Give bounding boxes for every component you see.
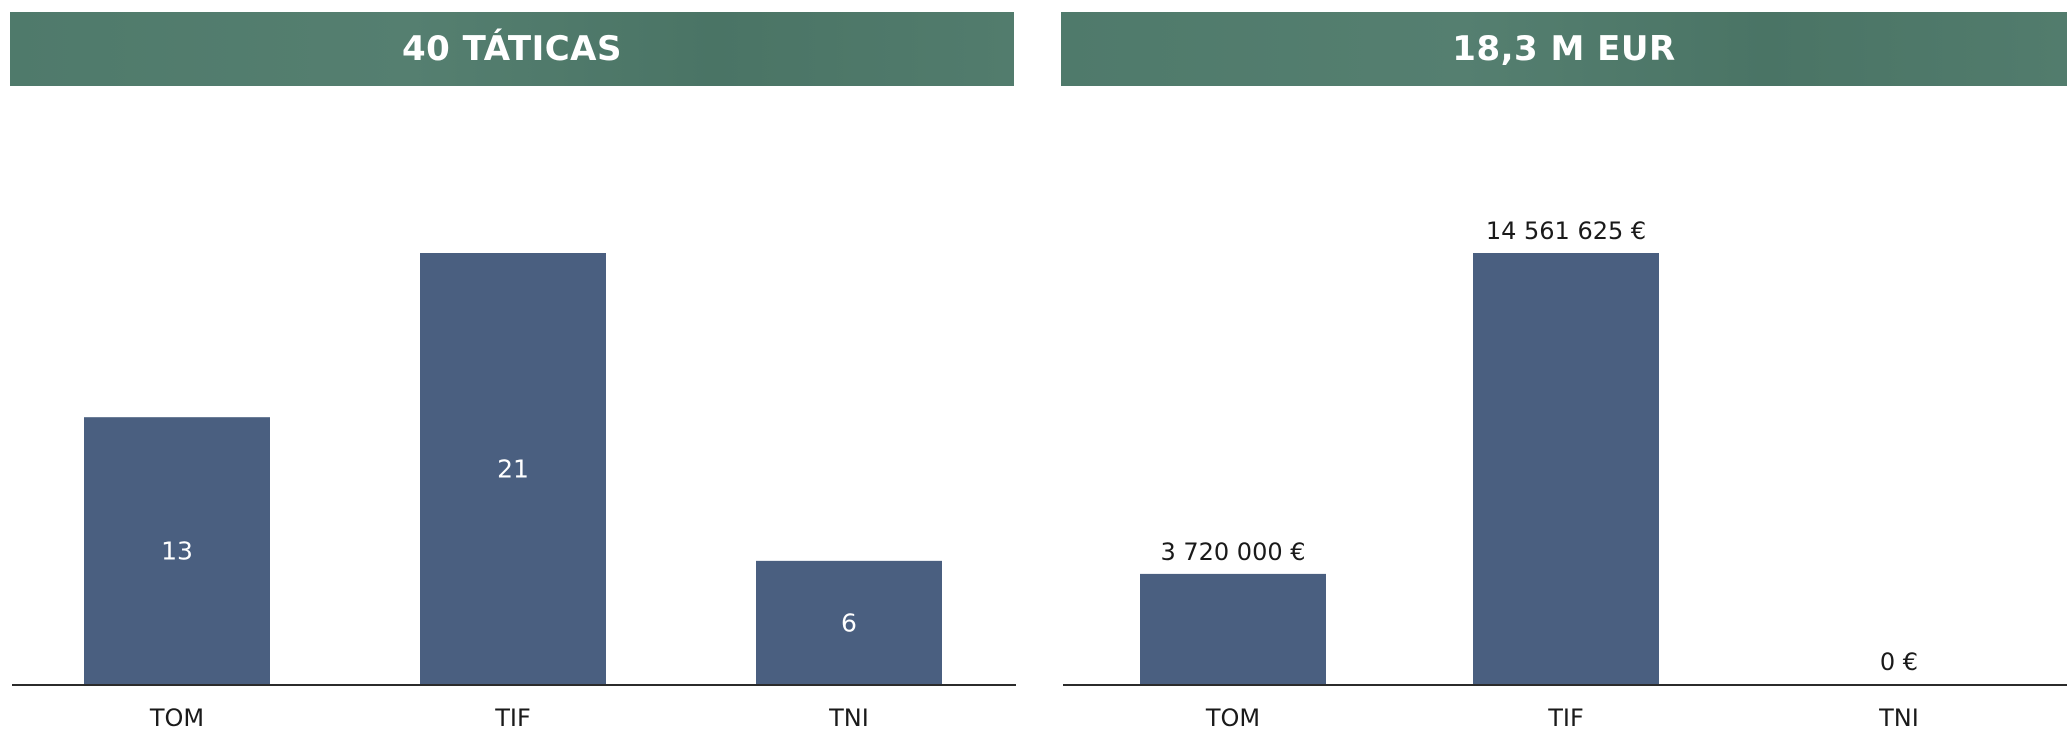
x-tick-label-tni: TNI [1878, 704, 1919, 732]
chart-panel-tacticas: 40 TÁTICAS 13 TOM 21 TIF 6 TNI [0, 0, 1020, 732]
bar-tif [1473, 253, 1659, 684]
data-label-tom: 3 720 000 € [1160, 538, 1305, 566]
chart-title: 18,3 M EUR [1452, 29, 1676, 69]
x-tick-label-tom: TOM [1205, 704, 1260, 732]
bar-tom [1140, 573, 1326, 684]
data-label-tif: 21 [497, 455, 529, 484]
bar-tom [84, 417, 270, 684]
data-label-tif: 14 561 625 € [1486, 217, 1646, 245]
x-tick-label-tni: TNI [828, 704, 869, 732]
data-label-tni: 0 € [1880, 648, 1918, 676]
data-label-tom: 13 [161, 537, 193, 566]
chart-title: 40 TÁTICAS [402, 29, 622, 69]
bar-chart-eur: 3 720 000 € TOM 14 561 625 € TIF 0 € TNI [1063, 217, 2067, 732]
chart-title-banner: 18,3 M EUR [1061, 12, 2067, 86]
chart-panel-eur: 18,3 M EUR 3 720 000 € TOM 14 561 625 € TIF… [1060, 0, 2067, 732]
x-tick-label-tif: TIF [494, 704, 531, 732]
bar-chart-tacticas: 13 TOM 21 TIF 6 TNI [12, 253, 1016, 732]
bar-tni [756, 560, 942, 684]
x-tick-label-tom: TOM [149, 704, 204, 732]
data-label-tni: 6 [841, 608, 857, 637]
x-tick-label-tif: TIF [1547, 704, 1584, 732]
bar-tif [420, 253, 606, 684]
chart-title-banner: 40 TÁTICAS [10, 12, 1014, 86]
